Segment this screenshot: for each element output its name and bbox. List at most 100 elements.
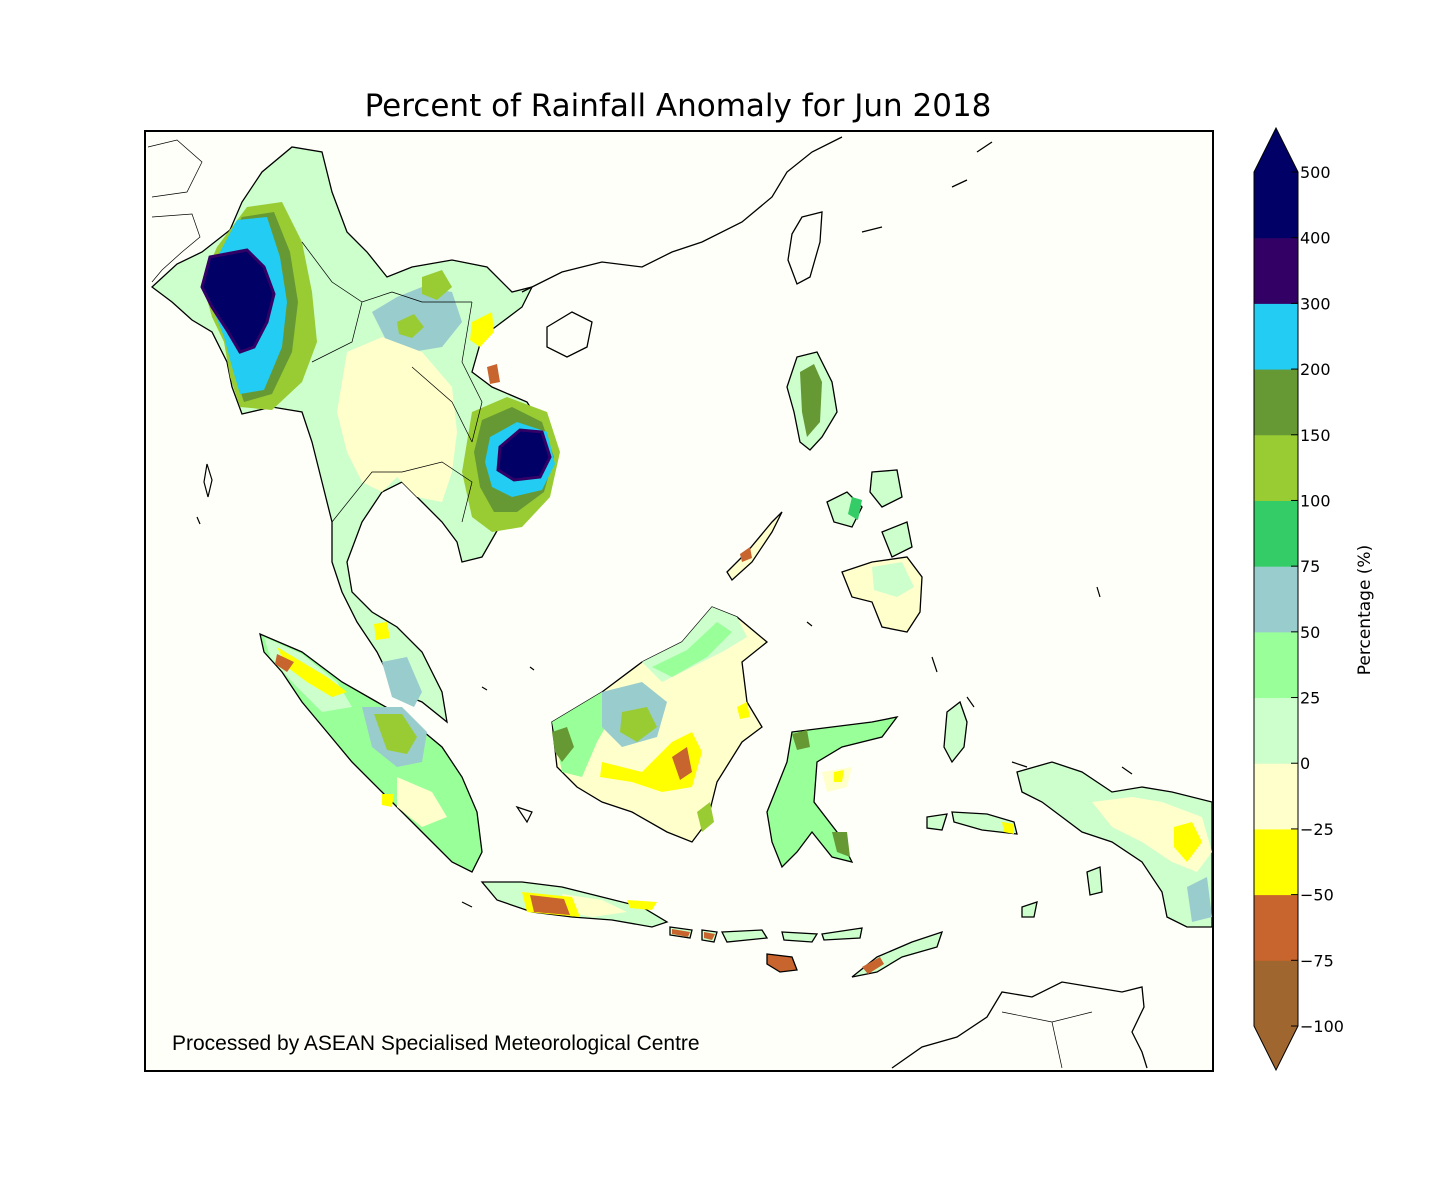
colorbar-label-wrap: Percentage (%) bbox=[1340, 545, 1390, 675]
sumatra-anomaly-minus75-50 bbox=[275, 654, 294, 672]
sumatra-anomaly-minus50-25 bbox=[277, 647, 347, 697]
colorbar-bin bbox=[1254, 566, 1298, 633]
colorbar-extend-min bbox=[1254, 1026, 1298, 1070]
map-frame: Processed by ASEAN Specialised Meteorolo… bbox=[144, 130, 1214, 1072]
colorbar-bin bbox=[1254, 303, 1298, 370]
maluku-anomaly-minus50-25 bbox=[1002, 822, 1014, 834]
java-anomaly-minus25-0 bbox=[562, 894, 627, 917]
colorbar-tick-label: −25 bbox=[1300, 820, 1334, 839]
nusa-tenggara-islands bbox=[669, 926, 863, 943]
borneo-west-anomaly-25-50 bbox=[552, 692, 617, 777]
sumatra-anomaly-100-150 bbox=[374, 714, 417, 754]
sumatra-south-anomaly-minus50-25 bbox=[382, 794, 394, 807]
australia-coast bbox=[891, 981, 1148, 1069]
borneo-central-anomaly-100-150 bbox=[620, 707, 657, 742]
colorbar-label: Percentage (%) bbox=[1355, 544, 1375, 676]
taiwan-island bbox=[787, 211, 823, 285]
palawan-anomaly-minus75-50 bbox=[740, 547, 752, 562]
vietnam-coast-anomaly-minus50-25 bbox=[470, 312, 494, 347]
credit-text: Processed by ASEAN Specialised Meteorolo… bbox=[172, 1032, 700, 1055]
colorbar-tick-label: 100 bbox=[1300, 491, 1331, 510]
sulawesi-anomaly-150-200 bbox=[832, 832, 850, 857]
nusa-tenggara-anomaly-minus75-50 bbox=[672, 929, 715, 940]
small-islands bbox=[196, 463, 1133, 908]
borneo-east-anomaly-minus50-25 bbox=[737, 702, 750, 719]
colorbar-tick-label: 300 bbox=[1300, 294, 1331, 313]
pacific-isles bbox=[806, 586, 1133, 775]
colorbar-tick-label: 400 bbox=[1300, 229, 1331, 248]
colorbar-tick-label: 0 bbox=[1300, 754, 1310, 773]
north-coasts bbox=[147, 136, 993, 358]
new-guinea-anomaly-minus50-25 bbox=[1174, 822, 1202, 862]
cambodia-anomaly-over-400 bbox=[496, 428, 552, 482]
aru-islands bbox=[1021, 866, 1103, 918]
malaysia-anomaly-minus50-25 bbox=[374, 622, 390, 640]
sulawesi-region bbox=[766, 716, 899, 869]
sumba-island bbox=[766, 953, 798, 973]
colorbar-tick-label: 50 bbox=[1300, 623, 1320, 642]
colorbar-bin bbox=[1254, 631, 1298, 699]
sulawesi-anomaly-minus50-25 bbox=[834, 770, 844, 782]
java-region bbox=[480, 881, 944, 978]
mindanao-anomaly-0-25 bbox=[872, 562, 914, 597]
borneo-se-anomaly-100-150 bbox=[697, 802, 714, 832]
luzon-anomaly-150-200 bbox=[800, 364, 822, 437]
colorbar-extend-max bbox=[1254, 128, 1298, 172]
north-hills bbox=[147, 139, 203, 283]
hainan-island bbox=[546, 311, 593, 358]
philippines-region bbox=[726, 351, 923, 633]
north-vietnam-anomaly-100-150 bbox=[422, 270, 452, 300]
andaman-islands bbox=[196, 463, 213, 525]
colorbar-bin bbox=[1254, 500, 1298, 567]
maluku-islands bbox=[926, 811, 1018, 835]
colorbar-tick-label: 75 bbox=[1300, 557, 1320, 576]
south-china-coastline bbox=[521, 136, 993, 293]
sumatra-region bbox=[259, 632, 483, 873]
sumatra-south-anomaly-minus25-0 bbox=[397, 777, 447, 827]
visayas-islands bbox=[826, 469, 913, 558]
java-anomaly-minus75-50 bbox=[530, 895, 570, 915]
australia-inland-lines bbox=[1001, 1011, 1093, 1069]
colorbar-bin bbox=[1254, 828, 1298, 896]
north-laos-anomaly-100-150 bbox=[397, 314, 424, 338]
borneo-west-anomaly-150-200 bbox=[552, 727, 574, 762]
java-east-anomaly-minus50-25 bbox=[627, 900, 657, 910]
colorbar-bin bbox=[1254, 172, 1298, 239]
colorbar-tick-label: 500 bbox=[1300, 163, 1331, 182]
borneo-region bbox=[551, 606, 769, 843]
visayas-anomaly-75-100 bbox=[848, 497, 862, 520]
colorbar: 500 400 300 200 150 100 75 50 25 0 −25 −50 −75 −100 bbox=[1253, 126, 1344, 1072]
malaysia-anomaly-50-75 bbox=[382, 657, 422, 707]
timor-anomaly-minus75-50 bbox=[862, 957, 884, 974]
colorbar-tick-label: −75 bbox=[1300, 951, 1334, 970]
colorbar-bin bbox=[1254, 369, 1298, 436]
mainland-region bbox=[150, 146, 560, 724]
borneo-north-anomaly-25-50 bbox=[652, 622, 732, 677]
colorbar-bin bbox=[1254, 697, 1298, 764]
thailand-anomaly-minus25-0 bbox=[337, 337, 457, 502]
colorbar-tick-label: −50 bbox=[1300, 886, 1334, 905]
halmahera-island bbox=[943, 700, 968, 764]
colorbar-bin bbox=[1254, 237, 1298, 304]
colorbar-bin bbox=[1254, 434, 1298, 501]
borneo-south-anomaly-minus50-25 bbox=[600, 732, 702, 792]
colorbar-tick-label: 200 bbox=[1300, 360, 1331, 379]
colorbar-tick-label: 25 bbox=[1300, 689, 1320, 708]
map-title: Percent of Rainfall Anomaly for Jun 2018 bbox=[364, 88, 992, 124]
sulawesi-north-anomaly-150-200 bbox=[792, 730, 810, 750]
palawan-island bbox=[726, 511, 783, 582]
south-china-sea-isles bbox=[461, 666, 535, 908]
new-guinea-anomaly-50-75 bbox=[1187, 877, 1212, 922]
borneo-south-anomaly-minus75-50 bbox=[672, 747, 692, 780]
colorbar-bin bbox=[1254, 960, 1298, 1027]
mainland-borders bbox=[301, 241, 483, 523]
sulawesi-island bbox=[766, 716, 899, 869]
colorbar-bin bbox=[1254, 763, 1298, 830]
rainfall-anomaly-map bbox=[147, 136, 1212, 1069]
east-indonesia-region bbox=[926, 700, 1212, 928]
colorbar-tick-label: 150 bbox=[1300, 426, 1331, 445]
vietnam-coast-anomaly-minus75-50 bbox=[487, 364, 500, 384]
colorbar-bin bbox=[1254, 894, 1298, 961]
colorbar-tick-label: −100 bbox=[1300, 1017, 1344, 1036]
myanmar-anomaly-over-400 bbox=[200, 248, 276, 354]
